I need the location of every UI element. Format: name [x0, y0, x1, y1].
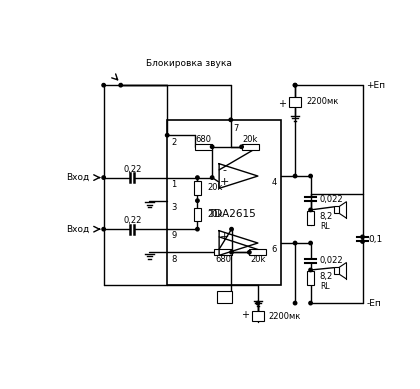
- Text: -: -: [223, 165, 226, 175]
- Bar: [194, 180, 200, 194]
- Circle shape: [210, 176, 214, 179]
- Text: 0,22: 0,22: [123, 216, 142, 225]
- Bar: [307, 271, 314, 285]
- Text: 0,022: 0,022: [320, 256, 344, 265]
- Bar: [217, 291, 232, 303]
- Text: +Еп: +Еп: [366, 81, 386, 90]
- Circle shape: [294, 84, 297, 87]
- Circle shape: [196, 228, 199, 231]
- Circle shape: [294, 301, 297, 305]
- Text: 3: 3: [171, 203, 176, 212]
- Bar: [252, 311, 264, 321]
- Text: 6: 6: [272, 245, 277, 254]
- Text: 680: 680: [196, 135, 212, 144]
- Circle shape: [196, 176, 199, 179]
- Circle shape: [294, 174, 297, 178]
- Bar: [241, 144, 259, 150]
- Circle shape: [229, 118, 232, 121]
- Circle shape: [240, 145, 243, 149]
- Text: RL: RL: [320, 282, 330, 291]
- Bar: [249, 249, 266, 255]
- Circle shape: [309, 241, 312, 245]
- Text: +: +: [241, 310, 249, 320]
- Text: 8,2: 8,2: [320, 272, 333, 280]
- Circle shape: [196, 199, 199, 202]
- Text: 0,1: 0,1: [369, 235, 383, 244]
- Bar: [334, 207, 339, 214]
- Bar: [194, 208, 200, 221]
- Circle shape: [361, 235, 364, 238]
- Text: -: -: [223, 244, 226, 254]
- Bar: [215, 249, 231, 255]
- Text: 20k: 20k: [242, 135, 258, 144]
- Text: Вход: Вход: [66, 225, 90, 234]
- Circle shape: [309, 268, 312, 272]
- Text: 2200мк: 2200мк: [306, 97, 338, 106]
- Circle shape: [230, 251, 233, 254]
- Text: 8: 8: [171, 254, 176, 264]
- Text: +: +: [278, 99, 286, 109]
- Text: RL: RL: [320, 222, 330, 231]
- Circle shape: [294, 84, 297, 87]
- Bar: [195, 144, 212, 150]
- Circle shape: [361, 240, 364, 243]
- Text: 4: 4: [272, 178, 277, 187]
- Text: 20k: 20k: [250, 256, 265, 265]
- Text: 680: 680: [215, 256, 231, 265]
- Text: 5: 5: [224, 291, 229, 301]
- Text: TDA2615: TDA2615: [208, 209, 256, 219]
- Circle shape: [165, 133, 169, 137]
- Circle shape: [309, 208, 312, 212]
- Circle shape: [230, 228, 233, 231]
- Text: 2: 2: [171, 138, 176, 147]
- Circle shape: [210, 145, 214, 149]
- Circle shape: [102, 176, 105, 179]
- Text: -Еп: -Еп: [366, 299, 381, 308]
- Text: 20k: 20k: [207, 183, 223, 192]
- Text: 9: 9: [171, 231, 176, 240]
- Text: +: +: [220, 232, 229, 242]
- Text: Блокировка звука: Блокировка звука: [145, 59, 231, 68]
- Bar: [307, 211, 314, 224]
- Circle shape: [256, 301, 260, 305]
- Circle shape: [248, 251, 251, 254]
- Circle shape: [102, 228, 105, 231]
- Text: Вход: Вход: [66, 173, 90, 182]
- Text: 0,22: 0,22: [123, 165, 142, 173]
- Bar: [334, 267, 339, 274]
- Circle shape: [309, 301, 312, 305]
- Text: 0,022: 0,022: [320, 194, 344, 203]
- Circle shape: [294, 241, 297, 245]
- Circle shape: [309, 174, 312, 178]
- Text: 20k: 20k: [207, 210, 223, 219]
- Text: 1: 1: [171, 180, 176, 189]
- Circle shape: [102, 84, 105, 87]
- Text: +: +: [220, 177, 229, 187]
- Circle shape: [119, 84, 122, 87]
- Bar: [289, 97, 301, 107]
- Text: 7: 7: [233, 124, 239, 133]
- Text: 8,2: 8,2: [320, 212, 333, 221]
- Text: 2200мк: 2200мк: [269, 312, 301, 321]
- Bar: [167, 120, 281, 286]
